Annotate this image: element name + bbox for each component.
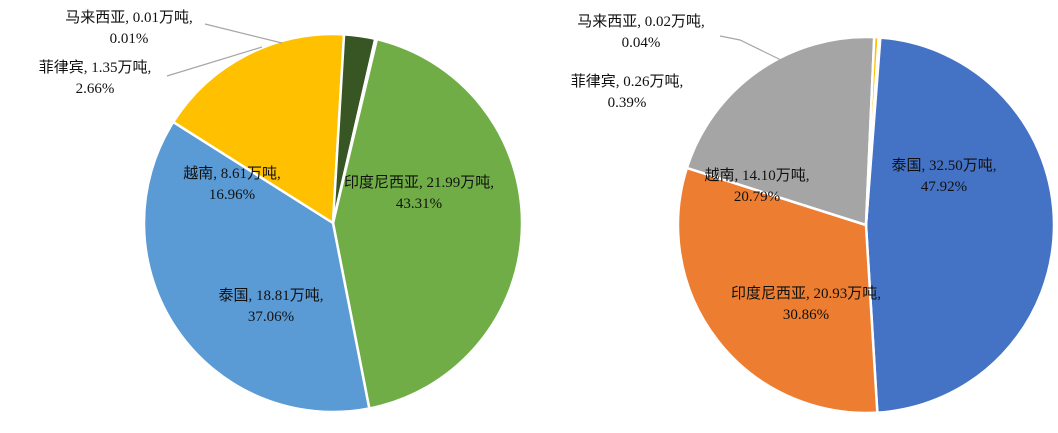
pie-right-pct-label-thailand: 47.92% bbox=[921, 179, 967, 195]
pie-right-pct-label-indonesia: 30.86% bbox=[783, 307, 829, 323]
pie-left-pct-label-vietnam: 16.96% bbox=[209, 187, 255, 203]
pie-left-label-thailand: 泰国, 18.81万吨, 37.06% bbox=[218, 287, 323, 325]
pie-chart-right: 泰国, 32.50万吨, 47.92% 印度尼西亚, 20.93万吨, 30.86% 越… bbox=[571, 13, 1056, 415]
pie-left-label-indonesia: 印度尼西亚, 21.99万吨, 43.31% bbox=[344, 174, 494, 212]
pie-right-leader-line-malaysia bbox=[719, 35, 782, 61]
pie-right-value-label-indonesia: 印度尼西亚, 20.93万吨, bbox=[731, 285, 881, 302]
pie-right-value-label-malaysia: 马来西亚, 0.02万吨, bbox=[577, 13, 705, 30]
pie-left-pct-label-thailand: 37.06% bbox=[248, 309, 294, 325]
pie-right-pct-label-philippines: 0.39% bbox=[608, 95, 647, 111]
pie-left-pct-label-indonesia: 43.31% bbox=[396, 196, 442, 212]
pie-right-value-label-vietnam: 越南, 14.10万吨, bbox=[704, 167, 809, 184]
pie-left-label-vietnam: 越南, 8.61万吨, 16.96% bbox=[183, 165, 281, 203]
pie-left-leader-line-philippines bbox=[166, 46, 263, 77]
pie-right-slice-indonesia bbox=[676, 166, 879, 415]
pie-left-value-label-thailand: 泰国, 18.81万吨, bbox=[218, 287, 323, 304]
pie-right-pct-label-malaysia: 0.04% bbox=[622, 35, 661, 51]
pie-left-pct-label-malaysia: 0.01% bbox=[110, 31, 149, 47]
pie-left-pct-label-philippines: 2.66% bbox=[76, 81, 115, 97]
pie-chart-left: 印度尼西亚, 21.99万吨, 43.31% 泰国, 18.81万吨, 37.06% 越… bbox=[39, 9, 524, 414]
pie-right-label-thailand: 泰国, 32.50万吨, 47.92% bbox=[891, 157, 996, 195]
pie-left-slice-thailand bbox=[142, 120, 371, 414]
pie-right-slice-malaysia bbox=[864, 36, 882, 226]
pie-left-value-label-malaysia: 马来西亚, 0.01万吨, bbox=[65, 9, 193, 26]
pie-right-value-label-philippines: 菲律宾, 0.26万吨, bbox=[571, 73, 684, 90]
pie-left-slice-indonesia bbox=[331, 37, 524, 410]
pie-left-value-label-philippines: 菲律宾, 1.35万吨, bbox=[39, 59, 152, 76]
pie-right-value-label-thailand: 泰国, 32.50万吨, bbox=[891, 157, 996, 174]
pie-right-pct-label-vietnam: 20.79% bbox=[734, 189, 780, 205]
pie-right-slice-vietnam bbox=[685, 35, 876, 227]
pie-right-label-malaysia: 马来西亚, 0.02万吨, 0.04% bbox=[577, 13, 705, 51]
pie-left-label-malaysia: 马来西亚, 0.01万吨, 0.01% bbox=[65, 9, 193, 47]
pie-left-value-label-indonesia: 印度尼西亚, 21.99万吨, bbox=[344, 174, 494, 191]
pie-right-slice-thailand bbox=[864, 36, 1056, 414]
pie-left-leader-line-malaysia bbox=[204, 23, 283, 44]
pie-left-label-philippines: 菲律宾, 1.35万吨, 2.66% bbox=[39, 59, 152, 97]
pie-left-slice-malaysia bbox=[331, 37, 379, 224]
pie-right-label-vietnam: 越南, 14.10万吨, 20.79% bbox=[704, 167, 809, 205]
pie-left-value-label-vietnam: 越南, 8.61万吨, bbox=[183, 165, 281, 182]
pie-right-label-indonesia: 印度尼西亚, 20.93万吨, 30.86% bbox=[731, 285, 881, 323]
pie-left-slice-vietnam bbox=[171, 32, 346, 226]
pie-right-label-philippines: 菲律宾, 0.26万吨, 0.39% bbox=[571, 73, 684, 111]
